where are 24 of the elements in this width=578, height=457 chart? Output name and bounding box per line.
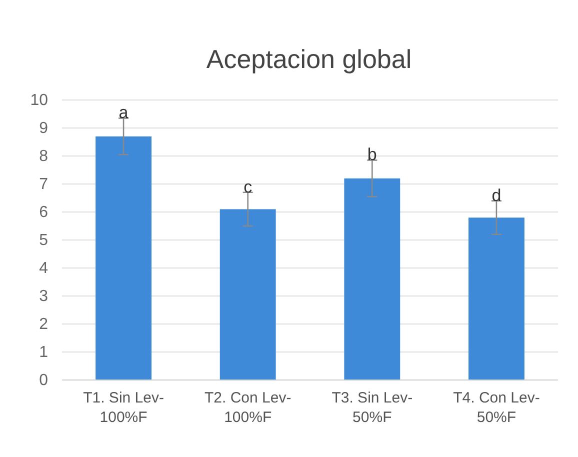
bar — [96, 136, 152, 380]
annotation: d — [492, 186, 502, 205]
y-tick-label: 5 — [39, 232, 48, 250]
chart-title: Aceptacion global — [206, 44, 412, 74]
x-tick-label: T2. Con Lev-100%F — [204, 390, 292, 426]
y-tick-label: 2 — [39, 316, 48, 334]
y-tick-label: 10 — [30, 92, 48, 110]
x-tick-label: T1. Sin Lev-100%F — [83, 390, 164, 426]
y-tick-label: 7 — [39, 176, 48, 194]
y-tick-label: 6 — [39, 204, 48, 222]
annotation: c — [244, 177, 253, 196]
y-tick-label: 0 — [39, 372, 48, 390]
bar — [220, 209, 276, 380]
annotation: a — [118, 103, 129, 122]
y-tick-label: 3 — [39, 288, 48, 306]
x-tick-label: T4. Con Lev-50%F — [453, 390, 540, 426]
bar — [344, 178, 400, 380]
x-tick-label: T3. Sin Lev-50%F — [332, 390, 413, 426]
y-tick-label: 1 — [39, 344, 48, 362]
y-tick-label: 8 — [39, 148, 48, 166]
annotation: b — [367, 145, 377, 164]
y-tick-label: 9 — [39, 120, 48, 138]
y-tick-label: 4 — [39, 260, 48, 278]
bar — [468, 218, 524, 380]
